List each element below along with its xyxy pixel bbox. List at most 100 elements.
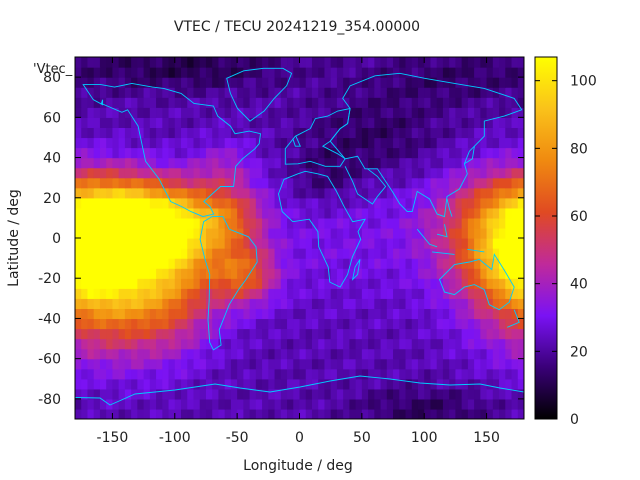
heatmap-cell xyxy=(106,77,114,88)
heatmap-cell xyxy=(386,167,394,179)
heatmap-cell xyxy=(480,67,488,78)
heatmap-cell xyxy=(399,117,407,128)
heatmap-cell xyxy=(430,288,438,299)
heatmap-cell xyxy=(442,87,450,98)
heatmap-cell xyxy=(268,177,276,189)
heatmap-cell xyxy=(417,398,425,410)
heatmap-cell xyxy=(393,207,400,219)
heatmap-cell xyxy=(386,238,394,249)
heatmap-cell xyxy=(205,187,213,199)
heatmap-cell xyxy=(75,167,82,179)
heatmap-cell xyxy=(467,227,475,239)
heatmap-cell xyxy=(268,238,276,249)
heatmap-cell xyxy=(106,147,114,159)
heatmap-cell xyxy=(174,368,182,380)
heatmap-cell xyxy=(436,107,444,118)
heatmap-cell xyxy=(124,388,132,400)
heatmap-cell xyxy=(299,398,307,410)
heatmap-cell xyxy=(118,268,126,279)
heatmap-cell xyxy=(399,167,407,179)
heatmap-cell xyxy=(274,408,282,419)
heatmap-cell xyxy=(112,137,120,149)
heatmap-cell xyxy=(230,258,238,269)
heatmap-cell xyxy=(486,117,494,128)
heatmap-cell xyxy=(224,328,232,340)
heatmap-cell xyxy=(505,268,513,279)
heatmap-cell xyxy=(499,87,506,98)
heatmap-cell xyxy=(174,127,182,139)
heatmap-cell xyxy=(255,408,263,419)
heatmap-cell xyxy=(311,238,319,249)
heatmap-cell xyxy=(168,338,176,350)
heatmap-cell xyxy=(355,167,363,179)
heatmap-cell xyxy=(274,177,282,189)
heatmap-cell xyxy=(343,278,350,289)
y-tick-label: 20 xyxy=(43,191,61,207)
heatmap-cell xyxy=(299,328,307,340)
heatmap-cell xyxy=(218,358,226,370)
heatmap-cell xyxy=(174,157,182,169)
heatmap-cell xyxy=(393,157,400,169)
heatmap-cell xyxy=(430,207,438,219)
heatmap-cell xyxy=(156,408,163,419)
heatmap-cell xyxy=(199,97,207,108)
heatmap-cell xyxy=(106,107,114,118)
heatmap-cell xyxy=(393,368,400,380)
heatmap-cell xyxy=(505,107,513,118)
heatmap-cell xyxy=(467,137,475,149)
heatmap-cell xyxy=(112,227,120,239)
heatmap-cell xyxy=(156,127,163,139)
heatmap-cell xyxy=(380,318,388,330)
heatmap-cell xyxy=(131,147,138,159)
heatmap-cell xyxy=(361,127,369,139)
heatmap-cell xyxy=(436,77,444,88)
heatmap-cell xyxy=(486,157,494,169)
heatmap-cell xyxy=(411,67,419,78)
heatmap-cell xyxy=(343,207,350,219)
heatmap-cell xyxy=(355,117,363,128)
heatmap-cell xyxy=(262,77,269,88)
heatmap-cell xyxy=(224,87,232,98)
heatmap-cell xyxy=(517,167,524,179)
heatmap-cell xyxy=(436,238,444,249)
heatmap-cell xyxy=(393,258,400,269)
heatmap-cell xyxy=(118,398,126,410)
heatmap-cell xyxy=(149,258,157,269)
heatmap-cell xyxy=(268,127,276,139)
heatmap-cell xyxy=(218,187,226,199)
heatmap-cell xyxy=(517,248,524,259)
heatmap-cell xyxy=(399,157,407,169)
heatmap-cell xyxy=(330,398,338,410)
heatmap-cell xyxy=(368,137,375,149)
heatmap-cell xyxy=(330,348,338,360)
heatmap-cell xyxy=(255,227,263,239)
heatmap-cell xyxy=(461,338,469,350)
heatmap-cell xyxy=(181,268,188,279)
heatmap-cell xyxy=(131,368,138,380)
heatmap-cell xyxy=(374,288,382,299)
heatmap-cell xyxy=(492,328,500,340)
heatmap-cell xyxy=(280,117,288,128)
heatmap-cell xyxy=(199,378,207,390)
heatmap-cell xyxy=(467,328,475,340)
heatmap-cell xyxy=(212,97,220,108)
heatmap-cell xyxy=(255,167,263,179)
heatmap-cell xyxy=(99,227,107,239)
heatmap-cell xyxy=(224,318,232,330)
heatmap-cell xyxy=(274,378,282,390)
heatmap-cell xyxy=(193,77,201,88)
heatmap-cell xyxy=(305,328,313,340)
heatmap-cell xyxy=(480,77,488,88)
heatmap-cell xyxy=(299,338,307,350)
heatmap-cell xyxy=(330,358,338,370)
heatmap-cell xyxy=(262,187,269,199)
heatmap-cell xyxy=(311,258,319,269)
heatmap-cell xyxy=(361,358,369,370)
heatmap-cell xyxy=(143,127,151,139)
heatmap-cell xyxy=(393,398,400,410)
heatmap-cell xyxy=(168,197,176,209)
heatmap-cell xyxy=(311,408,319,419)
heatmap-cell xyxy=(156,358,163,370)
heatmap-cell xyxy=(262,157,269,169)
heatmap-cell xyxy=(343,268,350,279)
